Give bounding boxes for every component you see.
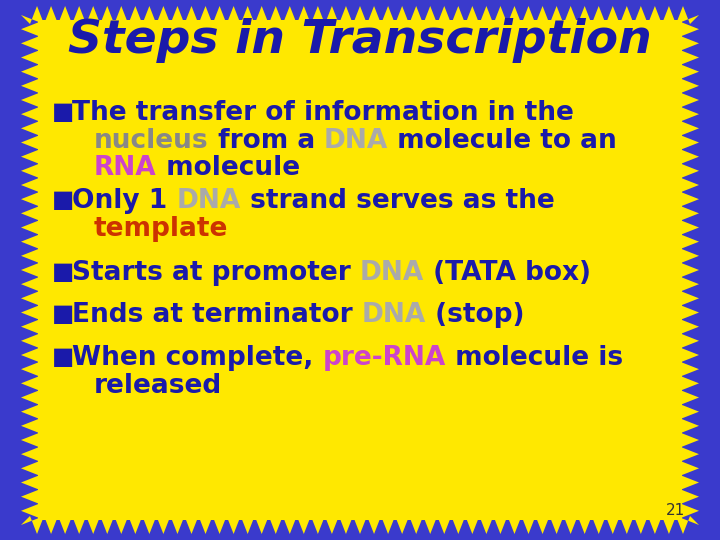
Text: DNA: DNA	[176, 188, 240, 214]
Text: DNA: DNA	[324, 127, 388, 153]
Text: molecule to an: molecule to an	[388, 127, 617, 153]
Text: pre-RNA: pre-RNA	[323, 345, 446, 371]
Text: 21: 21	[666, 503, 685, 518]
Text: Starts at promoter: Starts at promoter	[72, 260, 360, 286]
Text: nucleus: nucleus	[94, 127, 209, 153]
Text: RNA: RNA	[94, 155, 157, 181]
Text: Steps in Transcription: Steps in Transcription	[68, 18, 652, 63]
Text: ■: ■	[52, 345, 74, 369]
Text: molecule: molecule	[157, 155, 300, 181]
Text: from a: from a	[209, 127, 324, 153]
Text: (TATA box): (TATA box)	[424, 260, 591, 286]
Text: Only 1: Only 1	[72, 188, 176, 214]
Text: DNA: DNA	[361, 302, 426, 328]
FancyBboxPatch shape	[38, 20, 682, 520]
Text: DNA: DNA	[360, 260, 424, 286]
Text: (stop): (stop)	[426, 302, 524, 328]
Text: molecule is: molecule is	[446, 345, 623, 371]
Text: released: released	[94, 373, 222, 399]
Text: ■: ■	[52, 188, 74, 212]
Text: template: template	[94, 215, 228, 241]
Text: Ends at terminator: Ends at terminator	[72, 302, 361, 328]
Text: ■: ■	[52, 302, 74, 326]
Text: The transfer of information in the: The transfer of information in the	[72, 100, 583, 126]
Text: When complete,: When complete,	[72, 345, 323, 371]
Text: strand serves as the: strand serves as the	[240, 188, 554, 214]
Text: ■: ■	[52, 100, 74, 124]
Text: ■: ■	[52, 260, 74, 284]
Polygon shape	[21, 6, 699, 534]
